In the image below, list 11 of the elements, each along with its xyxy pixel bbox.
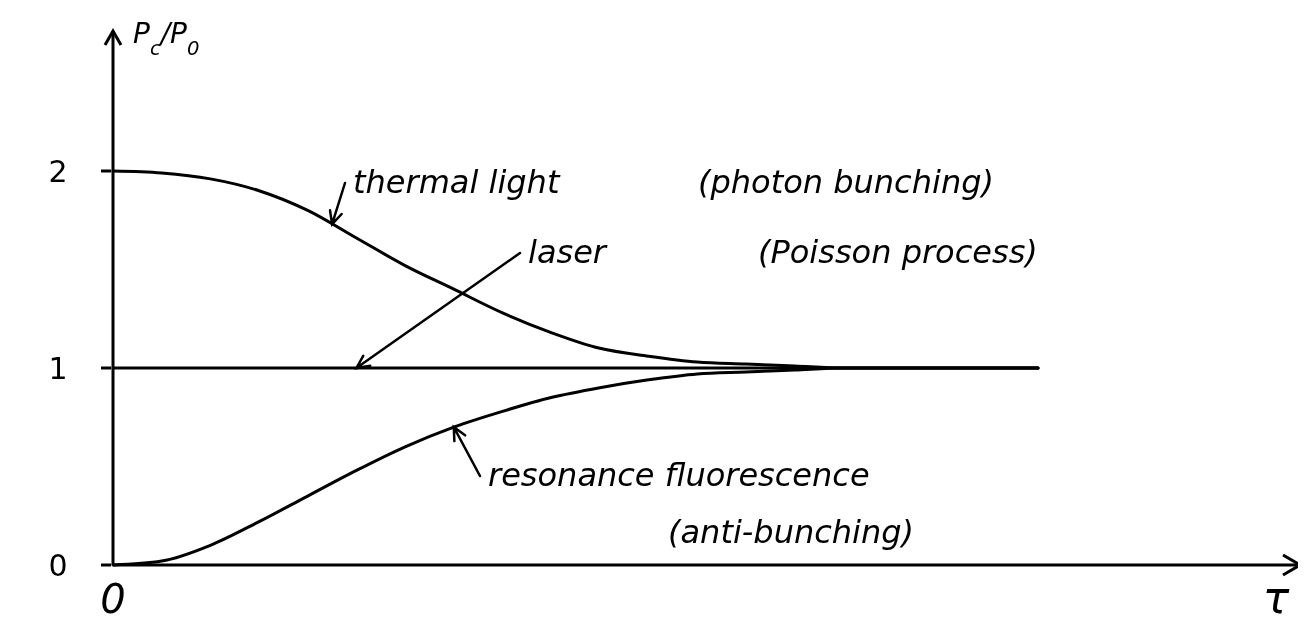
y-tick-label: 0 xyxy=(48,547,68,583)
y-tick-label: 1 xyxy=(48,350,68,386)
text: laser xyxy=(528,233,608,271)
annotation: (photon bunching) xyxy=(698,163,994,201)
annotation: (anti-bunching) xyxy=(668,513,915,551)
series-label: resonance fluorescence xyxy=(488,456,870,494)
legend-label: thermal light xyxy=(353,163,561,201)
y-axis-title: P$_{c}$/P$_{0}$ xyxy=(133,17,200,60)
x-axis-title: τ xyxy=(1262,572,1290,623)
annotation: (Poisson process) xyxy=(758,233,1038,271)
y-tick-label: 2 xyxy=(48,153,68,189)
